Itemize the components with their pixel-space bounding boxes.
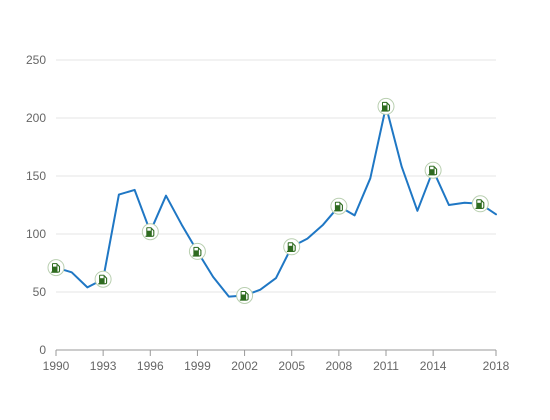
x-tick-label: 2002 xyxy=(231,359,258,373)
data-point-marker[interactable] xyxy=(188,242,206,260)
markers xyxy=(47,97,489,304)
x-tick-label: 2018 xyxy=(483,359,510,373)
x-tick-label: 2008 xyxy=(326,359,353,373)
data-point-marker[interactable] xyxy=(141,223,159,241)
fuel-pump-icon xyxy=(192,246,202,257)
x-tick-label: 2005 xyxy=(278,359,305,373)
fuel-pump-icon xyxy=(475,199,485,209)
x-tick-label: 1993 xyxy=(90,359,117,373)
series xyxy=(55,105,497,298)
data-point-marker[interactable] xyxy=(94,270,112,288)
x-tick-labels: 1990 1993 1996 1999 2002 2005 2008 2011 2014 2018 xyxy=(43,350,510,373)
y-tick-label: 250 xyxy=(26,53,46,67)
fuel-pump-icon xyxy=(428,165,438,176)
data-point-marker[interactable] xyxy=(377,97,395,115)
y-tick-label: 200 xyxy=(26,111,46,125)
x-tick-label: 1990 xyxy=(43,359,70,373)
data-point-marker[interactable] xyxy=(424,161,442,179)
y-tick-label: 150 xyxy=(26,169,46,183)
data-point-marker[interactable] xyxy=(283,238,301,256)
data-point-marker[interactable] xyxy=(330,197,348,215)
x-tick-label: 1999 xyxy=(184,359,211,373)
data-point-marker[interactable] xyxy=(236,287,254,304)
fuel-pump-icon xyxy=(98,274,108,285)
x-tick-label: 2011 xyxy=(373,359,399,373)
data-point-marker[interactable] xyxy=(47,259,65,277)
fuel-pump-icon xyxy=(145,227,155,237)
series-line xyxy=(55,105,497,298)
x-tick-label: 2014 xyxy=(420,359,447,373)
fuel-pump-icon xyxy=(239,291,249,301)
y-tick-label: 0 xyxy=(39,343,46,357)
y-tick-label: 50 xyxy=(33,285,47,299)
fuel-pump-icon xyxy=(381,101,391,112)
fuel-pump-icon xyxy=(51,263,61,273)
fuel-pump-icon xyxy=(286,242,296,252)
fuel-pump-icon xyxy=(334,201,343,212)
y-tick-labels: 0 50 100 150 200 250 xyxy=(26,53,46,357)
y-tick-label: 100 xyxy=(26,227,46,241)
grid-lines xyxy=(56,59,496,293)
data-point-marker[interactable] xyxy=(471,195,489,213)
x-tick-label: 1996 xyxy=(137,359,164,373)
